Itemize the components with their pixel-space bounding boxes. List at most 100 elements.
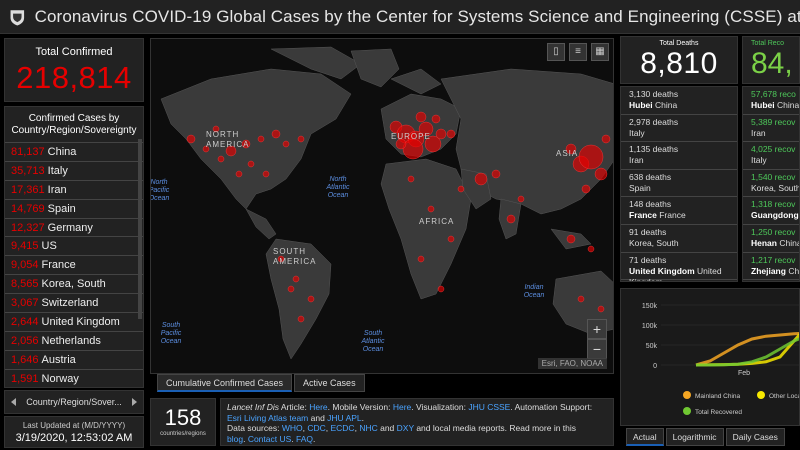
list-item[interactable]: 35,713 Italy (5, 162, 143, 181)
case-marker[interactable] (578, 144, 604, 170)
list-item[interactable]: 81,137 China (5, 143, 143, 162)
list-item[interactable]: 8,565 Korea, South (5, 275, 143, 295)
case-marker[interactable] (491, 169, 501, 179)
basemap-gallery-icon[interactable]: ▦ (591, 43, 609, 61)
case-marker[interactable] (282, 140, 290, 148)
confirmed-cases-list[interactable]: Confirmed Cases by Country/Region/Sovere… (4, 106, 144, 388)
case-marker[interactable] (517, 195, 525, 203)
case-marker[interactable] (277, 255, 285, 263)
tab-active-cases[interactable]: Active Cases (294, 374, 365, 392)
mobile-version-link[interactable]: Here (392, 402, 412, 412)
case-marker[interactable] (257, 135, 265, 143)
case-marker[interactable] (225, 145, 237, 157)
list-item[interactable]: 638 deaths Spain (621, 170, 737, 198)
case-marker[interactable] (431, 114, 441, 124)
list-item[interactable]: 5,389 recov Iran (743, 115, 799, 143)
case-marker[interactable] (202, 145, 210, 153)
tab-logarithmic[interactable]: Logarithmic (665, 428, 724, 446)
case-marker[interactable] (297, 135, 305, 143)
case-marker[interactable] (446, 129, 456, 139)
list-item[interactable]: 1,540 recov Korea, South (743, 170, 799, 198)
blog-link[interactable]: blog (227, 433, 244, 444)
case-marker[interactable] (506, 214, 516, 224)
case-marker[interactable] (435, 128, 447, 140)
case-marker[interactable] (402, 138, 424, 160)
case-marker[interactable] (581, 184, 591, 194)
dxy-link[interactable]: DXY (396, 423, 414, 433)
case-marker[interactable] (474, 172, 488, 186)
zoom-in-button[interactable]: + (587, 319, 607, 339)
list-item[interactable]: 17,361 Iran (5, 181, 143, 200)
tab-actual[interactable]: Actual (626, 428, 664, 446)
list-item[interactable]: 1,135 deaths Iran (621, 142, 737, 170)
case-marker[interactable] (241, 139, 251, 149)
case-marker[interactable] (424, 135, 442, 153)
case-marker[interactable] (447, 235, 455, 243)
list-item[interactable]: 12,327 Germany (5, 219, 143, 238)
case-marker[interactable] (287, 285, 295, 293)
list-item[interactable]: 71 deaths United Kingdom United Kingdom (621, 253, 737, 281)
scrollbar[interactable] (138, 139, 142, 319)
case-marker[interactable] (297, 315, 305, 323)
case-marker[interactable] (427, 205, 435, 213)
case-marker[interactable] (565, 143, 577, 155)
list-item[interactable]: 91 deaths Korea, South (621, 225, 737, 253)
case-marker[interactable] (415, 111, 427, 123)
list-item[interactable]: 57,678 reco Hubei China (743, 87, 799, 115)
list-item[interactable]: 3,067 Switzerland (5, 294, 143, 314)
case-marker[interactable] (457, 185, 465, 193)
case-marker[interactable] (601, 134, 611, 144)
jhu-csse-link[interactable]: JHU CSSE (468, 402, 511, 412)
case-marker[interactable] (235, 170, 243, 178)
ecdc-link[interactable]: ECDC (330, 423, 355, 433)
deaths-list[interactable]: 3,130 deaths Hubei China 2,978 deaths Italy… (620, 86, 738, 282)
faq-link[interactable]: FAQ (296, 433, 314, 444)
list-item[interactable]: 2,644 United Kingdom (5, 313, 143, 332)
case-marker[interactable] (418, 121, 434, 137)
next-page-icon[interactable] (132, 398, 137, 406)
case-marker[interactable] (395, 138, 407, 150)
list-item[interactable]: 9,054 France (5, 256, 143, 276)
case-marker[interactable] (186, 134, 196, 144)
case-marker[interactable] (417, 255, 425, 263)
list-item[interactable]: 1,081 recov (743, 280, 799, 281)
case-marker[interactable] (587, 245, 595, 253)
list-item[interactable]: 1,217 recov Zhejiang Ch (743, 253, 799, 281)
list-item[interactable]: 1,318 recov Guangdong (743, 197, 799, 225)
case-marker[interactable] (292, 275, 300, 283)
case-marker[interactable] (597, 305, 605, 313)
zoom-out-button[interactable]: − (587, 339, 607, 359)
who-link[interactable]: WHO (281, 423, 303, 433)
recovered-list[interactable]: 57,678 reco Hubei China 5,389 recov Iran 4,0… (742, 86, 800, 282)
article-link[interactable]: Here (309, 402, 328, 412)
case-marker[interactable] (594, 167, 608, 181)
list-item[interactable]: 2,978 deaths Italy (621, 115, 737, 143)
tab-cumulative-confirmed[interactable]: Cumulative Confirmed Cases (157, 374, 293, 392)
case-marker[interactable] (262, 170, 270, 178)
case-marker[interactable] (437, 285, 445, 293)
cdc-link[interactable]: CDC (307, 423, 326, 433)
nhc-link[interactable]: NHC (359, 423, 378, 433)
jhu-apl-link[interactable]: JHU APL (327, 412, 362, 423)
case-marker[interactable] (271, 129, 281, 139)
case-marker[interactable] (307, 295, 315, 303)
case-marker[interactable] (407, 175, 415, 183)
list-item[interactable]: 9,415 US (5, 237, 143, 257)
world-map[interactable]: NORTH AMERICA EUROPE AFRICA ASIA SOUTH AME… (150, 38, 614, 374)
esri-team-link[interactable]: Esri Living Atlas team (227, 412, 309, 423)
case-marker[interactable] (577, 295, 585, 303)
case-marker[interactable] (212, 125, 220, 133)
list-item[interactable]: 1,646 Austria (5, 351, 143, 370)
case-marker[interactable] (566, 234, 576, 244)
tab-daily-cases[interactable]: Daily Cases (725, 428, 785, 446)
list-item[interactable]: 4,025 recov Italy (743, 142, 799, 170)
list-item[interactable]: 1,591 Norway (5, 370, 143, 387)
list-item[interactable]: 1,250 recov Henan China (743, 225, 799, 253)
contact-link[interactable]: Contact US (247, 433, 292, 444)
case-marker[interactable] (247, 160, 255, 168)
case-marker[interactable] (217, 155, 225, 163)
list-item[interactable]: 2,056 Netherlands (5, 332, 143, 351)
bookmark-icon[interactable]: ▯ (547, 43, 565, 61)
list-item[interactable]: 3,130 deaths Hubei China (621, 87, 737, 115)
list-item[interactable]: 148 deaths France France (621, 197, 737, 225)
